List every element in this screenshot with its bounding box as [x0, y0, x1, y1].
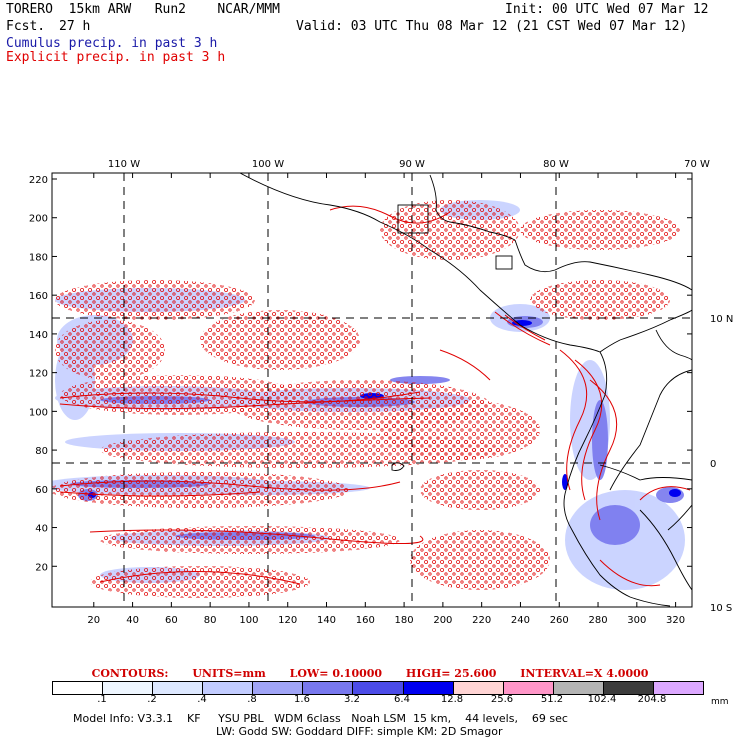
x-tick-label: 120: [278, 615, 297, 626]
contours-low: LOW= 0.10000: [289, 667, 383, 680]
y-tick-label: 80: [35, 446, 48, 457]
color-scale-label: .4: [197, 694, 207, 705]
y-tick-label: 160: [29, 291, 48, 302]
longitude-label: 100 W: [252, 159, 284, 170]
color-scale-swatch: [153, 682, 204, 694]
model-info-line2: LW: Godd SW: Goddard DIFF: simple KM: 2D…: [216, 725, 503, 738]
contours-interval: INTERVAL=X 4.0000: [520, 667, 649, 680]
contours-high: HIGH= 25.600: [405, 667, 497, 680]
y-tick-label: 180: [29, 252, 48, 263]
color-scale-swatch: [303, 682, 354, 694]
axis-ticks: 20 40 60 80 100 120 140 160 180 200 220 20 40 60 80 100…: [29, 159, 733, 626]
longitude-label: 110 W: [108, 159, 140, 170]
latitude-label: 10 S: [710, 603, 732, 614]
x-tick-label: 60: [165, 615, 178, 626]
y-tick-label: 140: [29, 330, 48, 341]
color-scale-labels: .1 .2 .4 .8 1.6 3.2 6.4 12.8 25.6 51.2 102.4 204.8: [52, 694, 702, 706]
x-tick-label: 100: [239, 615, 258, 626]
color-scale-label: 12.8: [440, 694, 464, 705]
y-tick-label: 100: [29, 407, 48, 418]
longitude-label: 90 W: [399, 159, 425, 170]
x-tick-label: 220: [472, 615, 491, 626]
explicit-precip-contours: [52, 200, 680, 598]
latitude-label: 10 N: [710, 314, 733, 325]
contours-units: UNITS=mm: [192, 667, 266, 680]
color-scale-swatch: [403, 682, 454, 694]
color-scale-label: .8: [247, 694, 257, 705]
y-tick-label: 220: [29, 175, 48, 186]
forecast-hours: 27 h: [59, 19, 91, 34]
color-scale-label: 6.4: [394, 694, 410, 705]
y-tick-label: 20: [35, 562, 48, 573]
color-scale-swatch: [653, 682, 704, 694]
x-tick-label: 300: [627, 615, 646, 626]
color-scale-swatch: [553, 682, 604, 694]
color-scale-label: 1.6: [294, 694, 310, 705]
model-title: TORERO 15km ARW Run2 NCAR/MMM: [6, 2, 280, 17]
x-tick-label: 20: [87, 615, 100, 626]
x-tick-label: 180: [395, 615, 414, 626]
x-tick-label: 320: [666, 615, 685, 626]
x-tick-label: 140: [317, 615, 336, 626]
color-scale-label: .2: [147, 694, 157, 705]
lat-lon-grid: [52, 173, 692, 607]
contours-label: CONTOURS:: [91, 667, 169, 680]
latitude-label: 0: [710, 459, 716, 470]
color-scale-bar: [52, 681, 704, 695]
color-scale-label: .1: [97, 694, 107, 705]
map-frame: [51, 172, 693, 608]
color-scale-unit: mm: [711, 697, 729, 707]
x-tick-label: 40: [126, 615, 139, 626]
x-tick-label: 240: [511, 615, 530, 626]
x-tick-label: 160: [356, 615, 375, 626]
color-scale-swatch: [503, 682, 554, 694]
longitude-label: 80 W: [543, 159, 569, 170]
y-tick-label: 40: [35, 524, 48, 535]
explicit-legend: Explicit precip. in past 3 h: [6, 50, 226, 65]
color-scale-label: 3.2: [344, 694, 360, 705]
y-tick-label: 60: [35, 485, 48, 496]
color-scale-label: 102.4: [587, 694, 617, 705]
forecast-label: Fcst.: [6, 19, 46, 34]
color-scale-swatch: [53, 682, 104, 694]
color-scale-swatch: [353, 682, 404, 694]
x-tick-label: 200: [433, 615, 452, 626]
color-scale-label: 204.8: [637, 694, 667, 705]
longitude-label: 70 W: [684, 159, 710, 170]
y-tick-label: 200: [29, 214, 48, 225]
color-scale-swatch: [603, 682, 654, 694]
color-scale-swatch: [453, 682, 504, 694]
color-scale-swatch: [253, 682, 304, 694]
color-scale-label: 51.2: [540, 694, 564, 705]
cumulus-legend: Cumulus precip. in past 3 h: [6, 36, 218, 51]
contours-legend: CONTOURS: UNITS=mm LOW= 0.10000 HIGH= 25…: [0, 667, 740, 680]
x-tick-label: 260: [550, 615, 569, 626]
model-info-line1: Model Info: V3.3.1 KF YSU PBL WDM 6class…: [73, 712, 568, 725]
color-scale-swatch: [103, 682, 154, 694]
color-scale-swatch: [203, 682, 254, 694]
valid-time: Valid: 03 UTC Thu 08 Mar 12 (21 CST Wed …: [296, 19, 688, 34]
coastlines: [239, 173, 692, 607]
x-tick-label: 280: [588, 615, 607, 626]
x-tick-label: 80: [204, 615, 217, 626]
color-scale-label: 25.6: [490, 694, 514, 705]
y-tick-label: 120: [29, 369, 48, 380]
init-time: Init: 00 UTC Wed 07 Mar 12: [505, 2, 709, 17]
